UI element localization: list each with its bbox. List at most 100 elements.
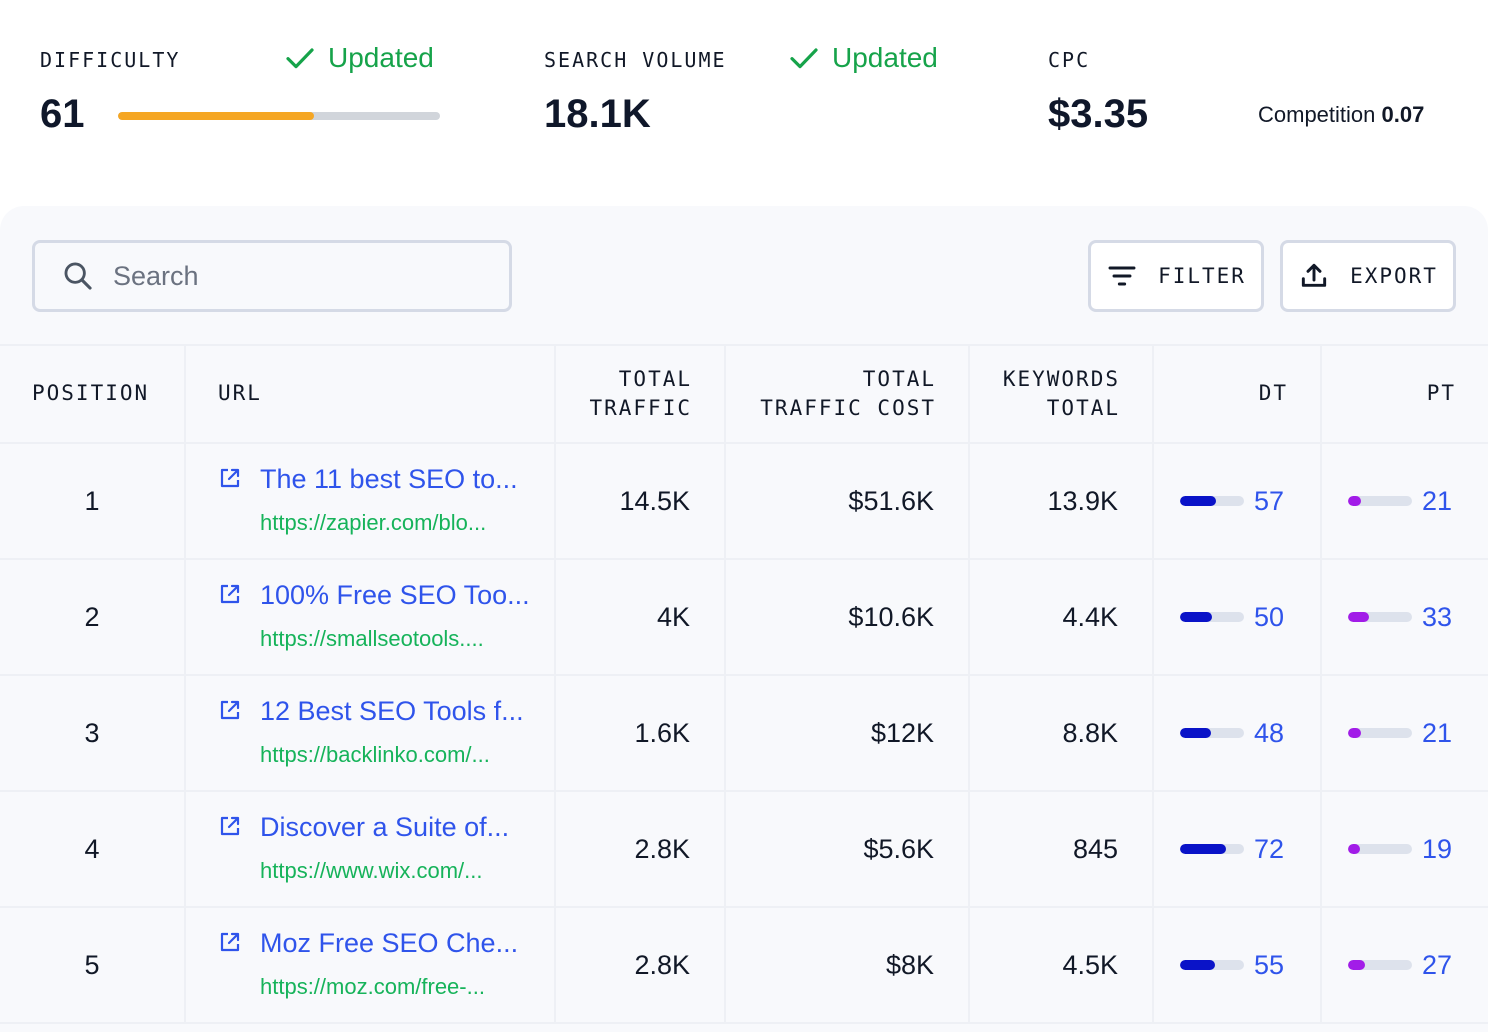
cell-position: 1: [0, 444, 186, 558]
cell-pt: 33: [1322, 560, 1488, 674]
competition: Competition 0.07: [1258, 102, 1424, 128]
competition-value: 0.07: [1381, 102, 1425, 127]
difficulty-progress-fill: [118, 112, 315, 120]
dt-value[interactable]: 72: [1254, 833, 1285, 864]
search-box[interactable]: [32, 240, 512, 312]
cpc-value: $3.35: [1048, 92, 1149, 136]
search-volume-status: Updated: [788, 42, 938, 74]
result-url-link[interactable]: https://zapier.com/blo...: [260, 510, 487, 535]
cell-position: 2: [0, 560, 186, 674]
header-traffic-cost-line1: TOTAL: [862, 366, 936, 391]
cell-total-traffic: 1.6K: [556, 676, 726, 790]
header-dt[interactable]: DT: [1154, 346, 1322, 442]
external-link-icon[interactable]: [218, 930, 242, 954]
search-input[interactable]: [113, 260, 493, 292]
result-title-link[interactable]: Moz Free SEO Che...: [260, 928, 519, 958]
result-title-link[interactable]: The 11 best SEO to...: [260, 464, 518, 494]
pt-value[interactable]: 21: [1422, 485, 1453, 516]
dt-value[interactable]: 57: [1254, 485, 1285, 516]
difficulty-value: 61: [40, 92, 85, 136]
cell-url: Discover a Suite of... https://www.wix.co…: [186, 792, 556, 906]
dt-value[interactable]: 55: [1254, 949, 1285, 980]
cell-total-traffic: 14.5K: [556, 444, 726, 558]
table-row: 3 12 Best SEO Tools f... https://backlinko…: [0, 674, 1488, 790]
pt-bar: [1348, 728, 1412, 738]
cell-url: 100% Free SEO Too... https://smallseotool…: [186, 560, 556, 674]
difficulty-progress-bar: [118, 112, 440, 120]
check-icon: [286, 48, 314, 69]
keywords-total-link[interactable]: 8.8K: [1062, 717, 1118, 748]
keywords-total-link[interactable]: 845: [1072, 833, 1118, 864]
keywords-total-link[interactable]: 4.5K: [1062, 949, 1118, 980]
dt-value[interactable]: 50: [1254, 601, 1285, 632]
cell-url: 12 Best SEO Tools f... https://backlinko.…: [186, 676, 556, 790]
external-link-icon[interactable]: [218, 698, 242, 722]
dt-bar: [1180, 844, 1244, 854]
pt-bar-fill: [1348, 612, 1370, 622]
result-url-link[interactable]: https://backlinko.com/...: [260, 742, 490, 767]
upload-icon: [1301, 263, 1327, 287]
result-title-link[interactable]: 12 Best SEO Tools f...: [260, 696, 524, 726]
search-volume-value: 18.1K: [544, 92, 651, 136]
competition-label: Competition: [1258, 102, 1376, 127]
cell-dt: 72: [1154, 792, 1322, 906]
external-link-icon[interactable]: [218, 814, 242, 838]
header-traffic-cost[interactable]: TOTAL TRAFFIC COST: [726, 346, 970, 442]
cell-traffic-cost: $5.6K: [726, 792, 970, 906]
result-url-link[interactable]: https://smallseotools....: [260, 626, 484, 651]
external-link-icon[interactable]: [218, 466, 242, 490]
table-header-row: POSITION URL TOTAL TRAFFIC TOTAL TRAFFIC C…: [0, 344, 1488, 442]
table-row: 5 Moz Free SEO Che... https://moz.com/free…: [0, 906, 1488, 1022]
header-url[interactable]: URL: [186, 346, 556, 442]
cell-position: 3: [0, 676, 186, 790]
pt-bar-fill: [1348, 844, 1361, 854]
header-pt[interactable]: PT: [1426, 381, 1456, 406]
pt-bar: [1348, 612, 1412, 622]
export-button[interactable]: EXPORT: [1280, 240, 1456, 312]
cell-position: 5: [0, 908, 186, 1022]
dt-bar-fill: [1180, 612, 1212, 622]
filter-button-label: FILTER: [1158, 264, 1246, 288]
difficulty-label: DIFFICULTY: [40, 48, 181, 72]
difficulty-status-text: Updated: [328, 42, 434, 73]
cell-keywords-total[interactable]: 4.4K: [970, 560, 1154, 674]
cell-keywords-total[interactable]: 4.5K: [970, 908, 1154, 1022]
search-volume-status-text: Updated: [832, 42, 938, 73]
external-link-icon[interactable]: [218, 582, 242, 606]
dt-value[interactable]: 48: [1254, 717, 1285, 748]
pt-value[interactable]: 33: [1422, 601, 1453, 632]
cpc-label: CPC: [1048, 48, 1091, 72]
cell-pt: 21: [1322, 444, 1488, 558]
search-volume-label: SEARCH VOLUME: [544, 48, 727, 72]
pt-bar: [1348, 496, 1412, 506]
cell-dt: 57: [1154, 444, 1322, 558]
difficulty-status: Updated: [284, 42, 434, 74]
header-keywords-line1: KEYWORDS: [1002, 366, 1120, 391]
dt-bar-fill: [1180, 960, 1216, 970]
keywords-total-link[interactable]: 4.4K: [1062, 601, 1118, 632]
header-position[interactable]: POSITION: [0, 346, 186, 442]
header-total-traffic[interactable]: TOTAL TRAFFIC: [556, 346, 726, 442]
header-keywords-line2: TOTAL: [1046, 396, 1120, 420]
result-url-link[interactable]: https://www.wix.com/...: [260, 858, 483, 883]
search-icon: [64, 262, 92, 290]
cell-url: Moz Free SEO Che... https://moz.com/free-…: [186, 908, 556, 1022]
cell-keywords-total[interactable]: 845: [970, 792, 1154, 906]
cell-keywords-total[interactable]: 8.8K: [970, 676, 1154, 790]
pt-bar-fill: [1348, 496, 1362, 506]
cell-dt: 50: [1154, 560, 1322, 674]
pt-value[interactable]: 19: [1422, 833, 1453, 864]
keywords-total-link[interactable]: 13.9K: [1047, 485, 1118, 516]
result-title-link[interactable]: 100% Free SEO Too...: [260, 580, 530, 610]
pt-value[interactable]: 21: [1422, 717, 1453, 748]
pt-bar-fill: [1348, 960, 1366, 970]
result-url-link[interactable]: https://moz.com/free-...: [260, 974, 485, 999]
result-title-link[interactable]: Discover a Suite of...: [260, 812, 510, 842]
header-keywords-total[interactable]: KEYWORDS TOTAL: [970, 346, 1154, 442]
cell-keywords-total[interactable]: 13.9K: [970, 444, 1154, 558]
dt-bar: [1180, 496, 1244, 506]
table-row-partial: [0, 1022, 1488, 1032]
filter-button[interactable]: FILTER: [1088, 240, 1264, 312]
cell-pt: 21: [1322, 676, 1488, 790]
pt-value[interactable]: 27: [1422, 949, 1453, 980]
